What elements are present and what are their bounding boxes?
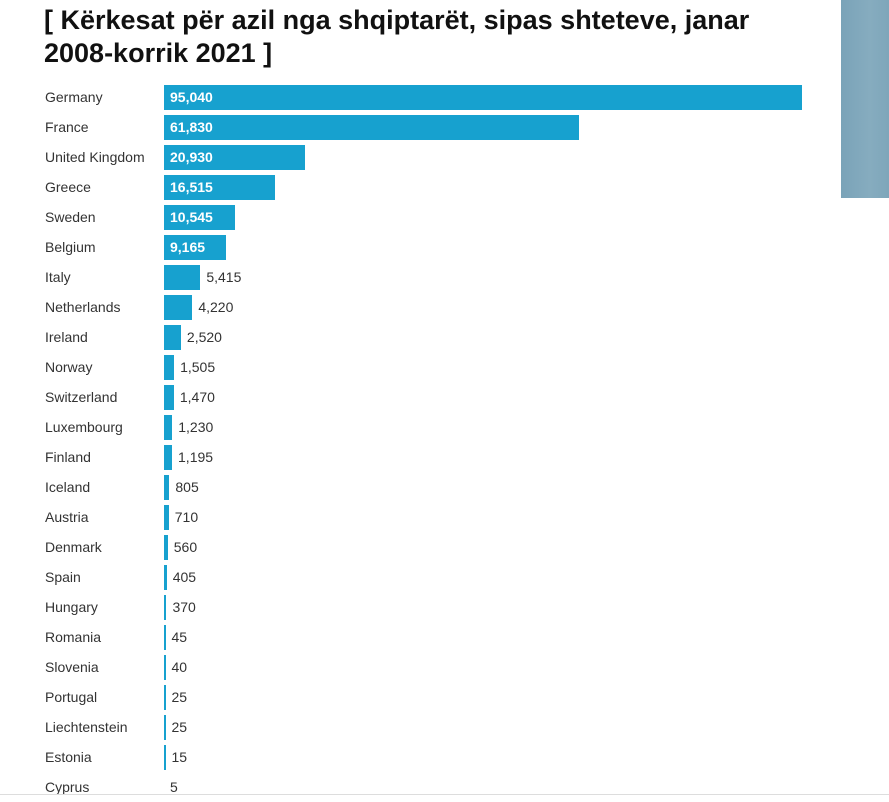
value-label: 25 bbox=[172, 682, 188, 712]
value-label: 45 bbox=[172, 622, 188, 652]
value-label: 61,830 bbox=[170, 112, 213, 142]
bar bbox=[164, 625, 166, 650]
value-label: 1,195 bbox=[178, 442, 213, 472]
bar-row: Slovenia 40 bbox=[0, 652, 840, 682]
bar bbox=[164, 595, 166, 620]
bar bbox=[164, 385, 174, 410]
category-label: Greece bbox=[45, 172, 91, 202]
bar-row: Switzerland 1,470 bbox=[0, 382, 840, 412]
value-label: 20,930 bbox=[170, 142, 213, 172]
category-label: United Kingdom bbox=[45, 142, 145, 172]
bar bbox=[164, 325, 181, 350]
bar-row: Germany 95,040 bbox=[0, 82, 840, 112]
category-label: Luxembourg bbox=[45, 412, 123, 442]
category-label: Spain bbox=[45, 562, 81, 592]
bar-row: Austria 710 bbox=[0, 502, 840, 532]
bar-row: Greece 16,515 bbox=[0, 172, 840, 202]
value-label: 15 bbox=[172, 742, 188, 772]
bar bbox=[164, 445, 172, 470]
category-label: Portugal bbox=[45, 682, 97, 712]
bar-row: Netherlands 4,220 bbox=[0, 292, 840, 322]
category-label: Iceland bbox=[45, 472, 90, 502]
bar-row: Romania 45 bbox=[0, 622, 840, 652]
value-label: 560 bbox=[174, 532, 197, 562]
category-label: Switzerland bbox=[45, 382, 117, 412]
category-label: Hungary bbox=[45, 592, 98, 622]
bar-row: Estonia 15 bbox=[0, 742, 840, 772]
value-label: 95,040 bbox=[170, 82, 213, 112]
bar-row: Belgium 9,165 bbox=[0, 232, 840, 262]
value-label: 1,505 bbox=[180, 352, 215, 382]
value-label: 805 bbox=[175, 472, 198, 502]
category-label: Sweden bbox=[45, 202, 96, 232]
value-label: 2,520 bbox=[187, 322, 222, 352]
bar-row: Luxembourg 1,230 bbox=[0, 412, 840, 442]
category-label: Ireland bbox=[45, 322, 88, 352]
category-label: Romania bbox=[45, 622, 101, 652]
category-label: Belgium bbox=[45, 232, 96, 262]
bar-row: Denmark 560 bbox=[0, 532, 840, 562]
value-label: 40 bbox=[172, 652, 188, 682]
bar bbox=[164, 295, 192, 320]
category-label: Germany bbox=[45, 82, 103, 112]
value-label: 710 bbox=[175, 502, 198, 532]
bar bbox=[164, 685, 166, 710]
bar bbox=[164, 265, 200, 290]
bar bbox=[164, 475, 169, 500]
bar bbox=[164, 355, 174, 380]
value-label: 405 bbox=[173, 562, 196, 592]
category-label: Netherlands bbox=[45, 292, 121, 322]
value-label: 1,230 bbox=[178, 412, 213, 442]
bar-row: Finland 1,195 bbox=[0, 442, 840, 472]
bar-row: Sweden 10,545 bbox=[0, 202, 840, 232]
bar bbox=[164, 535, 168, 560]
category-label: Italy bbox=[45, 262, 71, 292]
value-label: 370 bbox=[172, 592, 195, 622]
bar bbox=[164, 115, 579, 140]
category-label: Liechtenstein bbox=[45, 712, 128, 742]
bar bbox=[164, 655, 166, 680]
category-label: Slovenia bbox=[45, 652, 99, 682]
bar bbox=[164, 565, 167, 590]
bar-row: Cyprus 5 bbox=[0, 772, 840, 802]
category-label: Austria bbox=[45, 502, 89, 532]
bar bbox=[164, 745, 166, 770]
value-label: 9,165 bbox=[170, 232, 205, 262]
bar-row: Liechtenstein 25 bbox=[0, 712, 840, 742]
value-label: 4,220 bbox=[198, 292, 233, 322]
bottom-divider bbox=[0, 794, 889, 795]
category-label: Denmark bbox=[45, 532, 102, 562]
value-label: 1,470 bbox=[180, 382, 215, 412]
bar-row: Ireland 2,520 bbox=[0, 322, 840, 352]
bar-row: Spain 405 bbox=[0, 562, 840, 592]
value-label: 5,415 bbox=[206, 262, 241, 292]
bar-row: Iceland 805 bbox=[0, 472, 840, 502]
bar-row: Hungary 370 bbox=[0, 592, 840, 622]
value-label: 25 bbox=[172, 712, 188, 742]
value-label: 5 bbox=[170, 772, 178, 802]
bar bbox=[164, 85, 802, 110]
bar-row: Italy 5,415 bbox=[0, 262, 840, 292]
bar-row: Portugal 25 bbox=[0, 682, 840, 712]
category-label: Finland bbox=[45, 442, 91, 472]
category-label: Estonia bbox=[45, 742, 92, 772]
bar-row: France 61,830 bbox=[0, 112, 840, 142]
bar bbox=[164, 505, 169, 530]
bar-row: Norway 1,505 bbox=[0, 352, 840, 382]
category-label: Norway bbox=[45, 352, 92, 382]
bar-row: United Kingdom 20,930 bbox=[0, 142, 840, 172]
bar bbox=[164, 415, 172, 440]
category-label: Cyprus bbox=[45, 772, 89, 802]
value-label: 10,545 bbox=[170, 202, 213, 232]
category-label: France bbox=[45, 112, 89, 142]
value-label: 16,515 bbox=[170, 172, 213, 202]
bar bbox=[164, 715, 166, 740]
